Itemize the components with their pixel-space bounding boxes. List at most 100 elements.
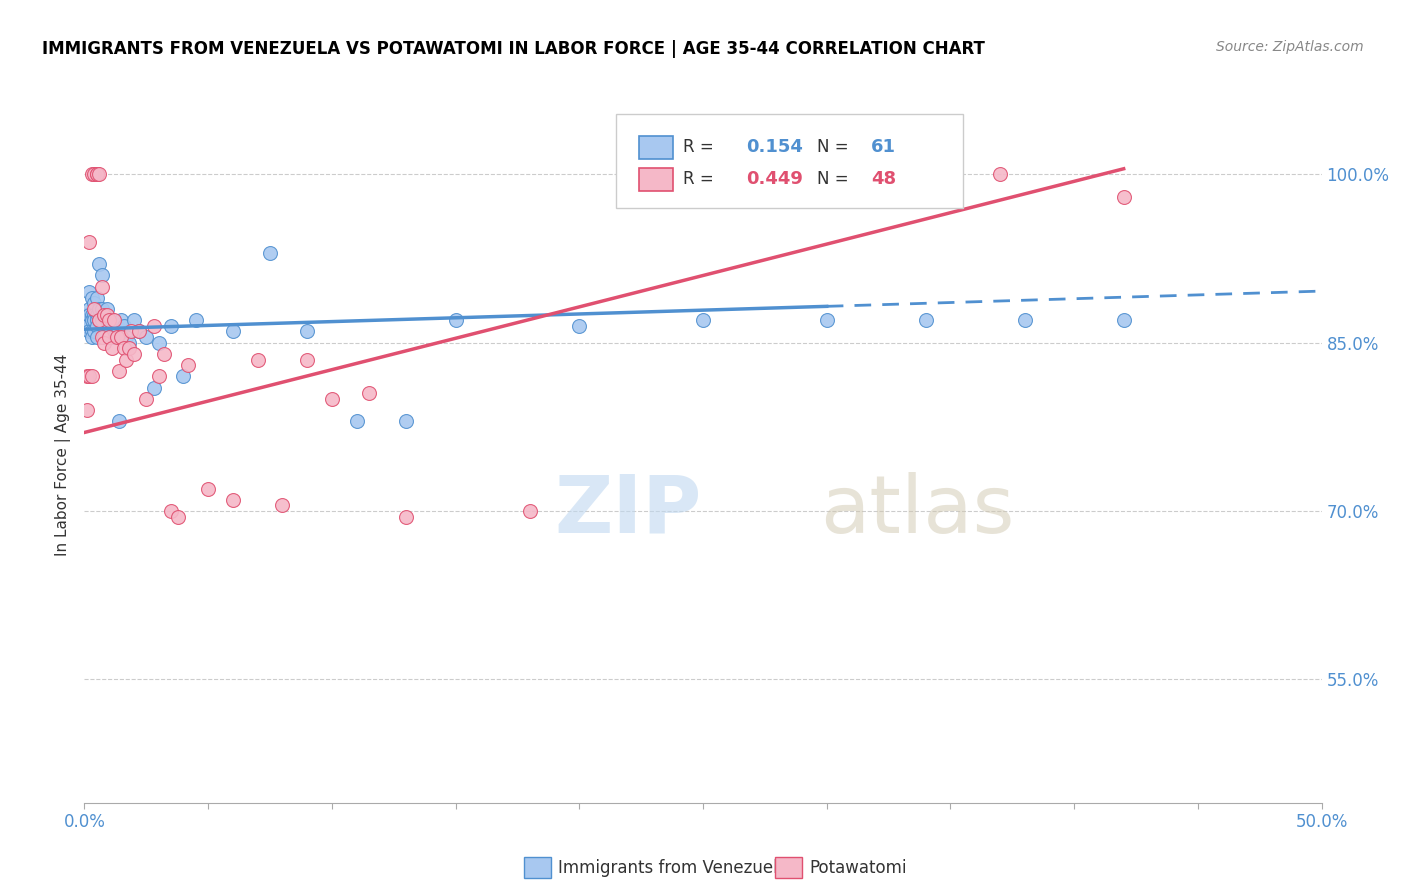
Point bbox=[142, 318, 165, 333]
Text: 48: 48 bbox=[872, 170, 897, 188]
Point bbox=[103, 313, 125, 327]
Point bbox=[86, 318, 108, 333]
Point bbox=[79, 301, 101, 316]
Point bbox=[1112, 190, 1135, 204]
Point bbox=[90, 268, 112, 283]
Point bbox=[135, 330, 157, 344]
Text: R =: R = bbox=[683, 170, 720, 188]
Point bbox=[120, 325, 142, 339]
Point bbox=[128, 325, 150, 339]
Point bbox=[128, 325, 150, 339]
Point bbox=[914, 313, 936, 327]
Point bbox=[79, 325, 101, 339]
Point bbox=[152, 347, 174, 361]
Point bbox=[100, 341, 122, 355]
Text: atlas: atlas bbox=[821, 472, 1015, 549]
Point bbox=[89, 257, 111, 271]
Point bbox=[80, 308, 103, 322]
Point bbox=[89, 313, 111, 327]
Point bbox=[271, 499, 294, 513]
Point bbox=[177, 358, 200, 372]
Y-axis label: In Labor Force | Age 35-44: In Labor Force | Age 35-44 bbox=[55, 354, 72, 556]
Point bbox=[815, 313, 838, 327]
Point bbox=[86, 291, 108, 305]
Point bbox=[80, 167, 103, 181]
Point bbox=[148, 369, 170, 384]
Point bbox=[96, 308, 118, 322]
Point bbox=[89, 167, 111, 181]
Point bbox=[519, 504, 541, 518]
Point bbox=[93, 308, 115, 322]
Point bbox=[142, 381, 165, 395]
Text: R =: R = bbox=[683, 138, 720, 156]
Point bbox=[115, 330, 138, 344]
FancyBboxPatch shape bbox=[638, 168, 673, 191]
Point bbox=[184, 313, 207, 327]
Text: Source: ZipAtlas.com: Source: ZipAtlas.com bbox=[1216, 40, 1364, 54]
Point bbox=[108, 414, 131, 428]
Point bbox=[135, 392, 157, 406]
Point bbox=[90, 330, 112, 344]
Text: ZIP: ZIP bbox=[554, 472, 702, 549]
Point bbox=[988, 167, 1011, 181]
Point bbox=[395, 509, 418, 524]
Point bbox=[93, 308, 115, 322]
Point bbox=[112, 318, 135, 333]
Point bbox=[76, 318, 98, 333]
Point bbox=[79, 369, 101, 384]
Point bbox=[96, 301, 118, 316]
Point bbox=[118, 341, 141, 355]
Point bbox=[79, 285, 101, 300]
Point bbox=[1014, 313, 1036, 327]
Point bbox=[83, 313, 105, 327]
Point bbox=[83, 167, 105, 181]
Point bbox=[83, 325, 105, 339]
Point bbox=[110, 330, 132, 344]
Point bbox=[444, 313, 467, 327]
Point bbox=[105, 318, 128, 333]
Point bbox=[90, 301, 112, 316]
Text: 0.449: 0.449 bbox=[747, 170, 803, 188]
Point bbox=[222, 492, 245, 507]
Point bbox=[112, 341, 135, 355]
Point bbox=[76, 308, 98, 322]
Point bbox=[108, 364, 131, 378]
Point bbox=[86, 330, 108, 344]
Point bbox=[295, 325, 318, 339]
Point bbox=[98, 318, 121, 333]
Point bbox=[222, 325, 245, 339]
Point bbox=[76, 369, 98, 384]
Point bbox=[395, 414, 418, 428]
Point bbox=[80, 369, 103, 384]
Point bbox=[321, 392, 343, 406]
Point bbox=[86, 167, 108, 181]
Point bbox=[86, 313, 108, 327]
Point bbox=[80, 313, 103, 327]
FancyBboxPatch shape bbox=[616, 114, 963, 208]
Text: 61: 61 bbox=[872, 138, 896, 156]
Point bbox=[105, 330, 128, 344]
Point bbox=[98, 330, 121, 344]
Point bbox=[98, 330, 121, 344]
Point bbox=[167, 509, 190, 524]
Point bbox=[346, 414, 368, 428]
Point bbox=[103, 330, 125, 344]
Point bbox=[122, 313, 145, 327]
Point bbox=[96, 313, 118, 327]
Point bbox=[197, 482, 219, 496]
Point bbox=[357, 386, 380, 401]
Point bbox=[295, 352, 318, 367]
Point bbox=[160, 318, 183, 333]
Point bbox=[86, 308, 108, 322]
FancyBboxPatch shape bbox=[775, 857, 801, 878]
Point bbox=[115, 352, 138, 367]
Point bbox=[93, 330, 115, 344]
Point bbox=[76, 313, 98, 327]
Text: N =: N = bbox=[817, 138, 853, 156]
Point bbox=[110, 313, 132, 327]
Text: IMMIGRANTS FROM VENEZUELA VS POTAWATOMI IN LABOR FORCE | AGE 35-44 CORRELATION C: IMMIGRANTS FROM VENEZUELA VS POTAWATOMI … bbox=[42, 40, 986, 58]
Point bbox=[80, 325, 103, 339]
Point bbox=[83, 296, 105, 310]
Text: N =: N = bbox=[817, 170, 853, 188]
Point bbox=[148, 335, 170, 350]
